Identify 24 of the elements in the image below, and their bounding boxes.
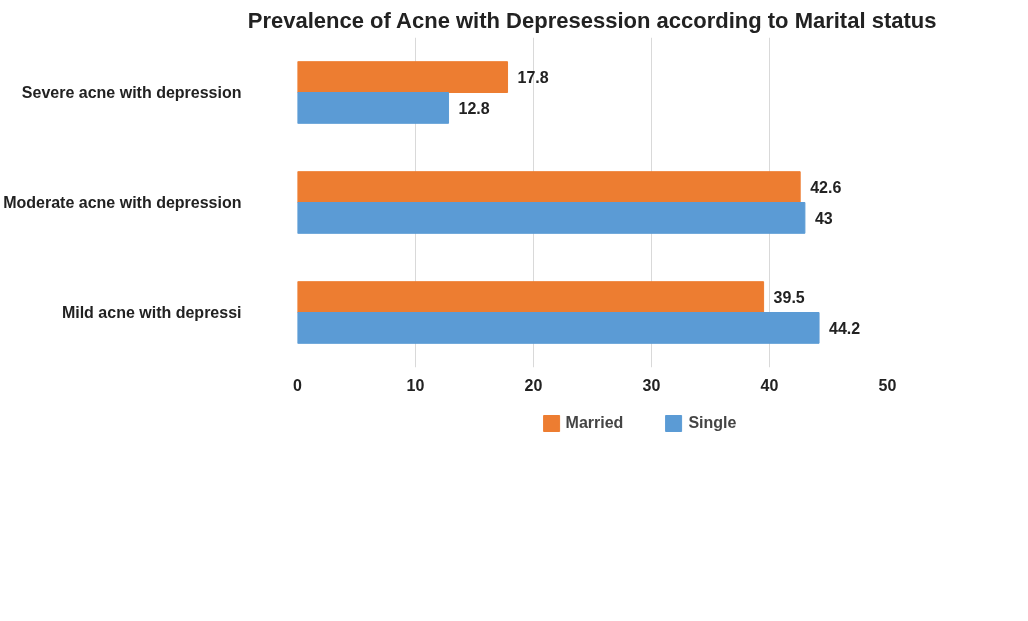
bar <box>297 202 806 234</box>
bar <box>297 171 801 203</box>
y-tick-label: Mild acne with depressi <box>61 304 242 321</box>
x-tick-label: 40 <box>760 376 779 394</box>
x-tick-label: 20 <box>524 376 543 394</box>
data-label: 43 <box>814 209 833 227</box>
data-label: 12.8 <box>458 99 490 117</box>
data-label: 44.2 <box>829 319 861 337</box>
y-tick-label: Moderate acne with depression <box>3 194 242 211</box>
x-tick-label: 30 <box>642 376 661 394</box>
bar <box>297 92 450 124</box>
chart-title: Prevalence of Acne with Depresession according to Marital status <box>247 7 937 33</box>
x-tick-label: 50 <box>878 376 897 394</box>
bar <box>297 312 820 344</box>
legend-label: Single <box>688 414 737 432</box>
x-tick-label: 0 <box>293 376 303 394</box>
bar <box>297 281 765 313</box>
y-tick-label: Severe acne with depression <box>21 84 242 101</box>
data-label: 17.8 <box>517 69 549 87</box>
data-label: 42.6 <box>810 179 842 197</box>
legend-label: Married <box>565 414 624 432</box>
x-tick-label: 10 <box>406 376 425 394</box>
bar <box>297 61 509 93</box>
data-label: 39.5 <box>773 289 805 307</box>
